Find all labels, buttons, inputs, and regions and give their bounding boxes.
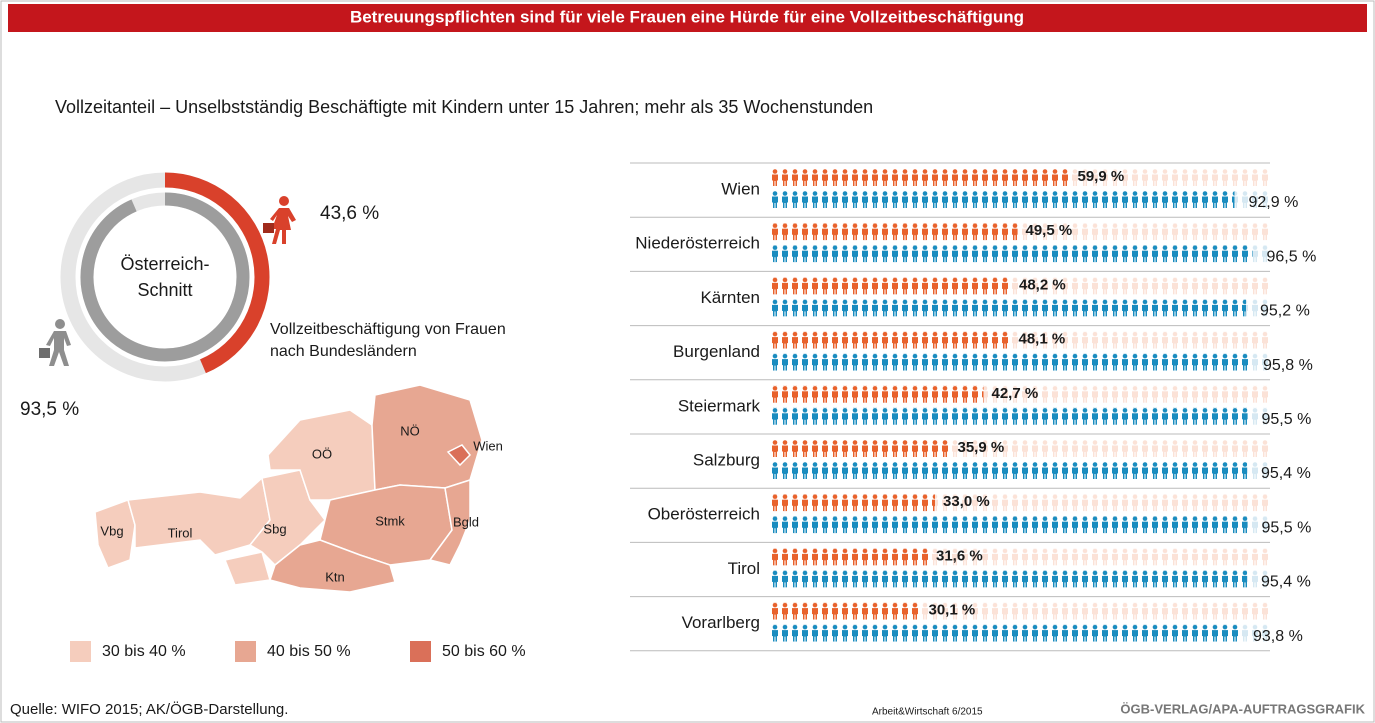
subtitle: Vollzeitanteil – Unselbstständig Beschäf… — [55, 97, 873, 117]
value-label: 93,5 % — [20, 399, 79, 420]
icon-bar — [770, 191, 1235, 208]
map-region — [127, 476, 271, 586]
value-label: 93,8 % — [1253, 628, 1303, 645]
category-label: Kärnten — [700, 288, 760, 307]
legend-label: 30 bis 40 % — [102, 643, 186, 660]
icon-bar — [770, 277, 1011, 295]
icon-bar — [770, 602, 921, 620]
value-label: 35,9 % — [958, 439, 1005, 456]
region-label: Sbg — [263, 521, 286, 536]
region-label: Ktn — [325, 569, 345, 584]
icon-bar — [770, 245, 1253, 263]
value-label: 95,4 % — [1261, 465, 1311, 482]
legend-label: 50 bis 60 % — [442, 643, 526, 660]
value-label: 31,6 % — [936, 547, 983, 564]
legend-swatch — [235, 641, 256, 662]
icon-bar — [770, 385, 984, 403]
icon-bar — [770, 462, 1247, 479]
legend-swatch — [410, 641, 431, 662]
value-label: 43,6 % — [320, 203, 379, 224]
region-label: OÖ — [312, 446, 332, 461]
map-region — [446, 444, 472, 467]
category-label: Salzburg — [693, 450, 760, 469]
woman-icon — [263, 196, 296, 244]
category-label: Vorarlberg — [682, 613, 760, 632]
value-label: 49,5 % — [1026, 222, 1073, 239]
credit: ÖGB-VERLAG/APA-AUFTRAGSGRAFIK — [1120, 701, 1365, 716]
legend-swatch — [70, 641, 91, 662]
category-label: Steiermark — [678, 396, 761, 415]
icon-bar — [770, 331, 1011, 349]
category-label: Niederösterreich — [635, 234, 760, 253]
header-bar — [8, 4, 1367, 32]
value-label: 48,1 % — [1019, 331, 1066, 348]
value-label: 30,1 % — [929, 602, 976, 619]
category-label: Oberösterreich — [648, 505, 760, 524]
source: Quelle: WIFO 2015; AK/ÖGB-Darstellung. — [10, 700, 288, 718]
icon-bar — [770, 494, 935, 512]
icon-bar — [770, 169, 1070, 186]
map-region — [428, 478, 471, 566]
icon-bar — [770, 299, 1246, 317]
category-label: Wien — [721, 179, 760, 198]
icon-bar — [770, 548, 928, 566]
value-label: 95,5 % — [1262, 411, 1312, 428]
map-title: nach Bundesländern — [270, 343, 417, 360]
value-label: 33,0 % — [943, 493, 990, 510]
value-label: 95,8 % — [1263, 357, 1313, 374]
publication: Arbeit&Wirtschaft 6/2015 — [872, 707, 983, 718]
ring-arc — [80, 192, 250, 362]
region-label: Tirol — [168, 525, 193, 540]
category-label: Tirol — [728, 559, 760, 578]
map-title: Vollzeitbeschäftigung von Frauen — [270, 321, 506, 338]
value-label: 92,9 % — [1249, 194, 1299, 211]
center-label: Schnitt — [137, 280, 192, 300]
region-label: Vbg — [100, 523, 123, 538]
legend-label: 40 bis 50 % — [267, 643, 351, 660]
value-label: 96,5 % — [1267, 248, 1317, 265]
map-region — [371, 384, 483, 491]
icon-bar — [770, 407, 1248, 425]
value-label: 95,4 % — [1261, 574, 1311, 591]
region-label: Stmk — [375, 513, 405, 528]
value-label: 95,2 % — [1260, 303, 1310, 320]
map-region — [269, 539, 396, 593]
ring-arc — [164, 172, 270, 374]
icon-bar — [770, 570, 1247, 588]
icon-bar — [770, 624, 1239, 642]
center-label: Österreich- — [120, 254, 209, 274]
region-label: Wien — [473, 438, 503, 453]
icon-bar — [770, 516, 1248, 534]
category-label: Burgenland — [673, 342, 760, 361]
value-label: 48,2 % — [1019, 276, 1066, 293]
icon-bar — [770, 223, 1018, 241]
region-label: NÖ — [400, 423, 420, 438]
value-label: 59,9 % — [1078, 168, 1125, 185]
title: Betreuungspflichten sind für viele Fraue… — [350, 7, 1024, 26]
value-label: 42,7 % — [992, 385, 1039, 402]
region-label: Bgld — [453, 514, 479, 529]
man-icon — [39, 319, 71, 366]
icon-bar — [770, 353, 1249, 371]
value-label: 95,5 % — [1262, 519, 1312, 536]
icon-bar — [770, 440, 950, 457]
